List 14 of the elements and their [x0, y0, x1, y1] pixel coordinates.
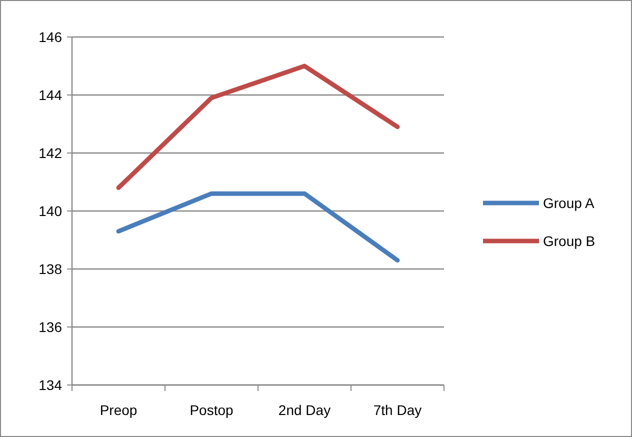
- y-tick-label: 144: [38, 86, 62, 103]
- y-tick-label: 146: [38, 28, 62, 45]
- x-tick-label: 7th Day: [373, 402, 422, 418]
- x-tick-label: 2nd Day: [278, 402, 331, 418]
- y-tick-label: 140: [38, 202, 62, 219]
- y-tick-label: 142: [38, 144, 62, 161]
- line-series: [116, 64, 400, 190]
- x-tick-label: Postop: [190, 402, 234, 418]
- legend-label: Group B: [543, 232, 596, 249]
- y-tick-label: 136: [38, 318, 62, 335]
- legend-label: Group A: [543, 194, 596, 211]
- x-tick-label: Preop: [100, 402, 138, 418]
- y-tick-label: 138: [38, 260, 62, 277]
- y-tick-label: 134: [38, 376, 62, 393]
